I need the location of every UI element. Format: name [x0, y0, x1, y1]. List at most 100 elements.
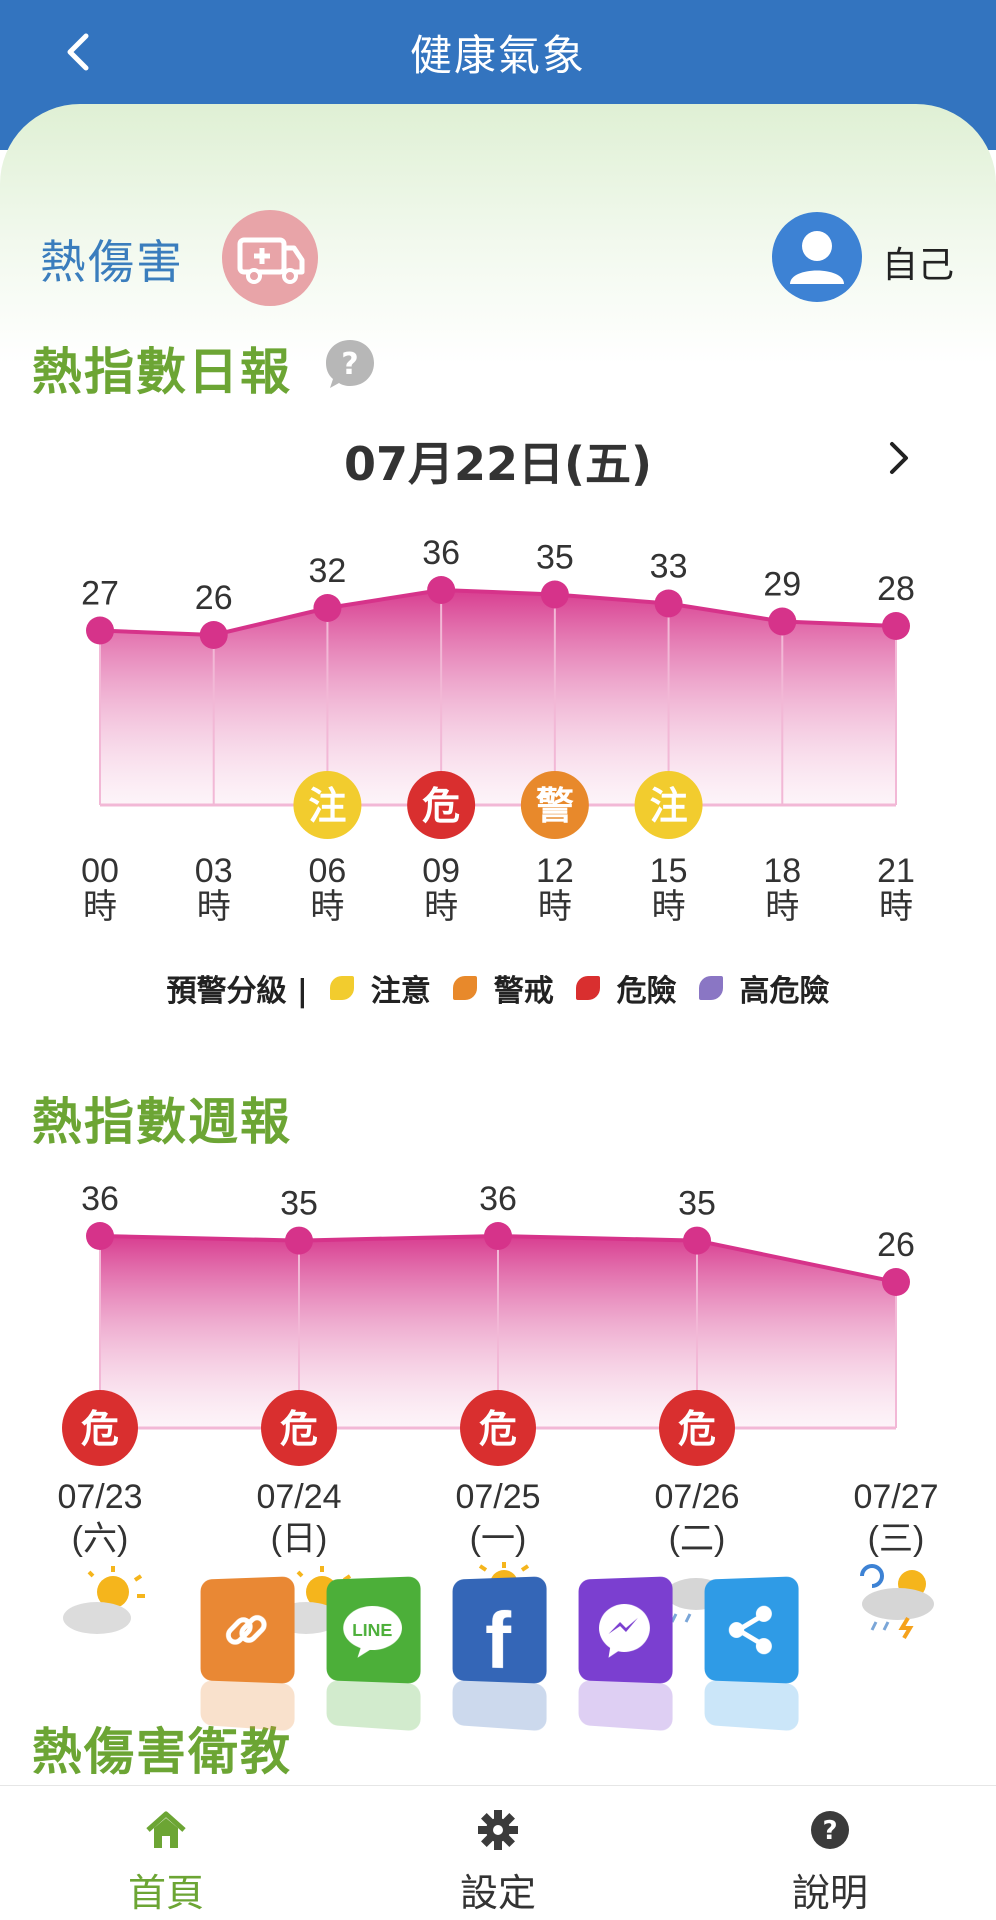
x-tick-label: 18	[763, 852, 801, 890]
x-tick-weekday: (日)	[271, 1520, 328, 1558]
x-tick-suffix: 時	[424, 888, 458, 926]
x-tick-suffix: 時	[652, 888, 686, 926]
data-label: 26	[877, 1226, 915, 1264]
thunderstorm-icon	[848, 1560, 948, 1640]
data-label: 27	[81, 575, 119, 613]
legend-swatch-extreme	[699, 976, 723, 1000]
warning-badge-label: 注	[650, 784, 688, 828]
svg-text:?: ?	[822, 1816, 837, 1846]
facebook-share-button[interactable]: f	[453, 1576, 547, 1684]
data-label: 35	[678, 1185, 716, 1223]
x-tick-label: 07/24	[256, 1478, 341, 1516]
x-tick-label: 07/25	[455, 1478, 540, 1516]
line-label: LINE	[352, 1619, 392, 1640]
x-tick-suffix: 時	[879, 888, 913, 926]
x-tick-weekday: (一)	[470, 1520, 527, 1558]
link-icon	[219, 1601, 274, 1658]
legend-label-danger: 危險	[617, 966, 677, 1010]
data-point	[285, 1227, 313, 1255]
page-title: 健康氣象	[0, 22, 996, 83]
x-tick-label: 07/23	[57, 1478, 142, 1516]
warning-badge-label: 危	[422, 784, 460, 828]
nav-help[interactable]: ? 說明	[730, 1786, 930, 1920]
weekly-heat-index-chart: 36 危 07/23 (六) 35 危 07/24 (日) 36 危 07/25 (一) 35 危 07/2…	[0, 1160, 996, 1560]
x-tick-weekday: (二)	[669, 1520, 726, 1558]
x-tick-suffix: 時	[765, 888, 799, 926]
x-tick-label: 03	[195, 852, 233, 890]
legend-swatch-danger	[576, 976, 600, 1000]
data-label: 28	[877, 570, 915, 608]
data-label: 33	[650, 548, 688, 586]
data-point	[86, 617, 114, 645]
nav-settings[interactable]: 設定	[398, 1786, 598, 1920]
data-point	[655, 590, 683, 618]
messenger-icon	[593, 1597, 656, 1662]
legend-swatch-caution	[330, 976, 354, 1000]
data-label: 35	[536, 539, 574, 577]
data-label: 26	[195, 579, 233, 617]
data-point	[200, 621, 228, 649]
daily-date: 07月22日(五)	[0, 428, 996, 494]
data-label: 36	[479, 1180, 517, 1218]
messenger-share-button[interactable]	[579, 1576, 673, 1684]
data-point	[882, 612, 910, 640]
data-label: 36	[81, 1180, 119, 1218]
warning-badge-label: 危	[479, 1407, 517, 1451]
next-day-chevron-icon[interactable]	[880, 438, 920, 478]
nav-settings-label: 設定	[398, 1862, 598, 1917]
x-tick-label: 21	[877, 852, 915, 890]
data-point	[313, 594, 341, 622]
legend-title: 預警分級 |	[166, 966, 307, 1010]
copy-link-button[interactable]	[201, 1576, 295, 1684]
partly-sunny-icon	[55, 1560, 155, 1640]
data-point	[86, 1222, 114, 1250]
nav-help-label: 說明	[730, 1862, 930, 1917]
data-label: 36	[422, 534, 460, 572]
data-point	[882, 1268, 910, 1296]
x-tick-label: 07/27	[853, 1478, 938, 1516]
data-label: 32	[309, 552, 347, 590]
nav-home-label: 首頁	[66, 1862, 266, 1917]
warning-badge-label: 危	[280, 1407, 318, 1451]
data-point	[683, 1227, 711, 1255]
x-tick-suffix: 時	[310, 888, 344, 926]
data-point	[768, 608, 796, 636]
x-tick-suffix: 時	[197, 888, 231, 926]
share-bar: LINE f	[198, 1578, 798, 1728]
x-tick-label: 09	[422, 852, 460, 890]
facebook-icon: f	[485, 1601, 511, 1682]
x-tick-label: 07/26	[654, 1478, 739, 1516]
data-point	[484, 1222, 512, 1250]
line-icon: LINE	[339, 1599, 408, 1660]
legend-label-extreme: 高危險	[740, 966, 830, 1010]
data-label: 35	[280, 1185, 318, 1223]
legend-label-alert: 警戒	[494, 966, 554, 1010]
warning-badge-label: 警	[536, 784, 574, 828]
daily-heat-index-chart: 2700時2603時32注06時36危09時35警12時33注15時2918時2…	[0, 530, 996, 930]
weekly-section-title: 熱指數週報	[32, 1082, 292, 1154]
data-point	[427, 576, 455, 604]
x-tick-label: 12	[536, 852, 574, 890]
help-icon: ?	[808, 1808, 852, 1852]
hazard-type-label[interactable]: 熱傷害	[40, 226, 184, 292]
bottom-navigation: 首頁 設定 ? 說明	[0, 1785, 996, 1920]
x-tick-label: 06	[309, 852, 347, 890]
warning-badge-label: 注	[308, 784, 346, 828]
x-tick-suffix: 時	[83, 888, 117, 926]
warning-badge-label: 危	[678, 1407, 716, 1451]
nav-home[interactable]: 首頁	[66, 1786, 266, 1920]
ambulance-icon[interactable]	[222, 210, 318, 306]
data-label: 29	[763, 566, 801, 604]
daily-section-title: 熱指數日報	[32, 332, 292, 404]
legend-label-caution: 注意	[371, 966, 431, 1010]
user-name[interactable]: 自己	[882, 236, 954, 288]
x-tick-weekday: (六)	[72, 1520, 129, 1558]
svg-text:?: ?	[341, 347, 358, 382]
help-icon[interactable]: ?	[322, 336, 378, 392]
line-share-button[interactable]: LINE	[327, 1576, 421, 1684]
legend-swatch-alert	[453, 976, 477, 1000]
x-tick-label: 00	[81, 852, 119, 890]
user-avatar-icon[interactable]	[772, 212, 862, 302]
x-tick-suffix: 時	[538, 888, 572, 926]
more-share-button[interactable]	[705, 1576, 799, 1684]
